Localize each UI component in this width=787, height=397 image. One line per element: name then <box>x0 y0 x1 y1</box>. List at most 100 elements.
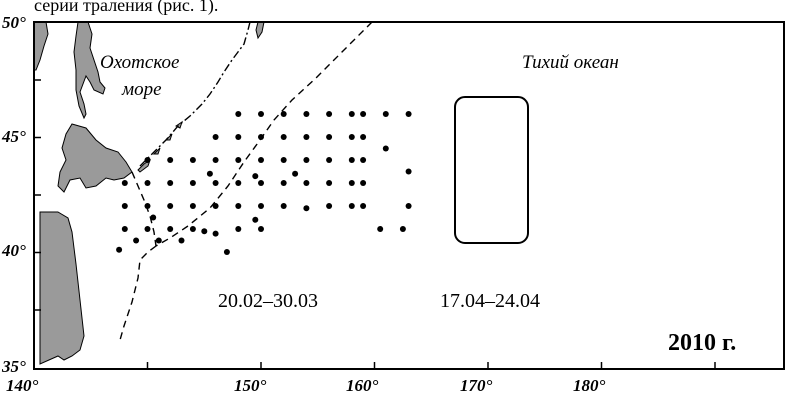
period-label-feb-mar: 20.02–30.03 <box>218 290 318 312</box>
trawl-station-5 <box>144 157 151 163</box>
hokkaido-island <box>57 123 133 193</box>
trawl-station-41 <box>258 226 264 232</box>
dashed-line-south <box>119 245 157 341</box>
trawl-station-64 <box>360 134 367 140</box>
trawl-station-34 <box>252 173 259 180</box>
period-label-apr: 17.04–24.04 <box>440 290 540 312</box>
trawl-station-71 <box>399 226 406 232</box>
trawl-station-51 <box>303 180 310 186</box>
lon-tick-180: 180° <box>573 376 606 395</box>
lat-tick-40: 40° <box>1 241 26 260</box>
pacific-ocean-label: Тихий океан <box>522 52 619 73</box>
honshu-island <box>39 211 85 365</box>
trawl-station-7 <box>144 203 151 209</box>
trawl-station-68 <box>382 111 389 117</box>
dash-dot-line <box>137 21 251 169</box>
trawl-station-14 <box>167 226 174 232</box>
trawl-station-6 <box>144 180 151 186</box>
trawl-station-62 <box>348 203 355 209</box>
trawl-station-70 <box>377 226 384 232</box>
trawl-station-36 <box>258 111 264 117</box>
trawl-station-23 <box>212 157 219 163</box>
trawl-station-35 <box>252 216 259 223</box>
dashed-line-west <box>131 171 157 247</box>
trawl-station-66 <box>360 180 367 186</box>
lon-tick-170: 170° <box>460 376 493 395</box>
trawl-station-55 <box>326 157 333 163</box>
trawl-station-60 <box>348 157 355 163</box>
trawl-station-39 <box>258 180 264 186</box>
trawl-station-30 <box>235 157 242 163</box>
lat-tick-45: 45° <box>1 127 26 146</box>
kamchatka-tip <box>255 21 265 40</box>
trawl-station-37 <box>258 134 264 140</box>
trawl-station-32 <box>235 203 242 209</box>
trawl-station-50 <box>303 157 310 163</box>
trawl-station-38 <box>258 157 264 163</box>
trawl-station-52 <box>303 205 310 212</box>
kuril-islands <box>137 120 183 173</box>
map-frame <box>33 21 785 370</box>
april-survey-box <box>454 96 529 244</box>
lat-tick-35: 35° <box>1 357 26 376</box>
sakhalin-island <box>73 21 106 120</box>
trawl-station-26 <box>212 230 219 237</box>
trawl-station-21 <box>206 170 213 177</box>
header-fragment: серии траления (рис. 1). <box>34 0 218 16</box>
trawl-station-43 <box>280 134 287 140</box>
trawl-station-19 <box>189 226 196 232</box>
trawl-stations <box>116 111 412 255</box>
trawl-station-17 <box>189 180 196 186</box>
land-layer <box>33 21 265 365</box>
okhotsk-sea-label-line1: Охотское <box>100 52 179 73</box>
trawl-station-61 <box>348 180 355 186</box>
trawl-station-65 <box>360 157 367 163</box>
trawl-station-16 <box>189 157 196 163</box>
trawl-station-54 <box>326 134 333 140</box>
trawl-station-9 <box>150 214 157 221</box>
trawl-station-4 <box>133 237 140 244</box>
trawl-station-28 <box>235 111 242 117</box>
trawl-station-10 <box>155 237 162 244</box>
trawl-station-18 <box>189 203 196 209</box>
trawl-station-25 <box>212 203 219 209</box>
trawl-station-33 <box>235 226 242 232</box>
trawl-station-12 <box>167 180 174 186</box>
okhotsk-sea-label-line2: море <box>121 79 162 100</box>
trawl-station-2 <box>121 226 128 232</box>
year-label: 2010 г. <box>668 330 736 356</box>
trawl-station-44 <box>280 157 287 163</box>
trawl-station-22 <box>212 134 219 140</box>
trawl-station-56 <box>326 180 333 186</box>
lon-tick-140: 140° <box>6 376 39 395</box>
trawl-station-1 <box>121 203 128 209</box>
trawl-station-69 <box>382 145 389 152</box>
trawl-station-3 <box>116 246 123 253</box>
trawl-station-13 <box>167 203 174 209</box>
lat-tick-50: 50° <box>2 13 26 32</box>
trawl-station-42 <box>280 111 287 117</box>
trawl-station-48 <box>303 111 310 117</box>
trawl-station-47 <box>292 170 299 177</box>
lon-tick-150: 150° <box>234 376 267 395</box>
trawl-station-49 <box>303 134 310 140</box>
trawl-station-58 <box>348 111 355 117</box>
trawl-station-45 <box>280 180 287 186</box>
trawl-station-72 <box>405 111 412 117</box>
dashed-line-main <box>155 21 373 247</box>
trawl-station-59 <box>348 134 355 140</box>
trawl-station-8 <box>144 226 151 232</box>
trawl-station-31 <box>235 180 242 186</box>
trawl-station-57 <box>326 203 333 209</box>
trawl-station-63 <box>360 111 367 117</box>
trawl-station-29 <box>235 134 242 140</box>
trawl-station-0 <box>121 180 128 186</box>
trawl-station-27 <box>223 249 230 255</box>
trawl-station-20 <box>201 228 208 235</box>
trawl-station-24 <box>212 180 219 186</box>
lon-tick-160: 160° <box>346 376 379 395</box>
trawl-station-74 <box>405 203 412 209</box>
frame-ticks <box>34 79 716 369</box>
